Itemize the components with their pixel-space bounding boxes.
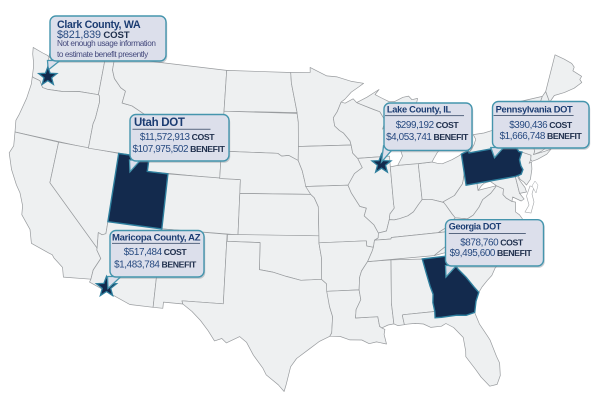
svg-text:to estimate benefit presently: to estimate benefit presently bbox=[57, 50, 149, 59]
svg-text:$107,975,502 BENEFIT: $107,975,502 BENEFIT bbox=[133, 144, 226, 155]
svg-text:Clark County, WA: Clark County, WA bbox=[57, 19, 141, 31]
svg-text:$1,483,784 BENEFIT: $1,483,784 BENEFIT bbox=[114, 260, 197, 271]
svg-text:$299,192 COST: $299,192 COST bbox=[396, 120, 460, 131]
svg-text:Pennsylvania DOT: Pennsylvania DOT bbox=[496, 104, 573, 114]
svg-text:$517,484 COST: $517,484 COST bbox=[124, 247, 188, 258]
svg-text:Utah DOT: Utah DOT bbox=[134, 117, 185, 129]
svg-text:Georgia DOT: Georgia DOT bbox=[449, 221, 502, 231]
svg-text:Lake County, IL: Lake County, IL bbox=[387, 105, 452, 115]
svg-text:$1,666,748 BENEFIT: $1,666,748 BENEFIT bbox=[500, 131, 583, 142]
svg-text:$878,760 COST: $878,760 COST bbox=[460, 238, 524, 249]
svg-text:Not enough usage information: Not enough usage information bbox=[57, 39, 156, 48]
svg-text:$4,053,741 BENEFIT: $4,053,741 BENEFIT bbox=[386, 132, 469, 143]
svg-text:$11,572,913 COST: $11,572,913 COST bbox=[140, 132, 215, 143]
svg-text:$390,436 COST: $390,436 COST bbox=[509, 120, 573, 131]
svg-text:$9,495,600 BENEFIT: $9,495,600 BENEFIT bbox=[450, 248, 533, 259]
svg-text:Maricopa County, AZ: Maricopa County, AZ bbox=[112, 232, 201, 243]
svg-text:$821,839 COST: $821,839 COST bbox=[57, 29, 130, 41]
